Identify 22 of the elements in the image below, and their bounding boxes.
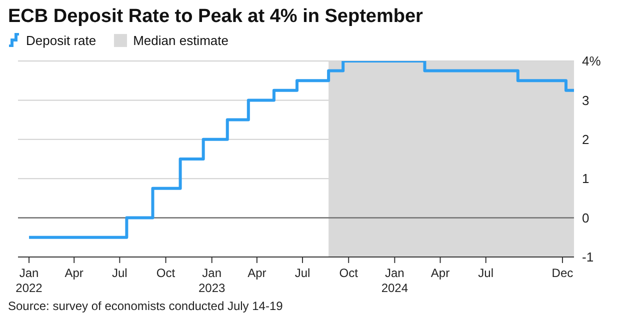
x-tick-label: Jul: [478, 266, 494, 280]
x-tick-label: Apr: [64, 266, 84, 280]
x-tick-label: Jul: [294, 266, 310, 280]
x-tick-label: Apr: [430, 266, 450, 280]
x-tick-label: Oct: [156, 266, 176, 280]
x-tick-label: Jan 2022: [16, 266, 43, 295]
x-tick-label: Oct: [339, 266, 359, 280]
y-tick-label: 0: [582, 210, 590, 226]
y-tick-label: 4%: [582, 54, 602, 69]
legend-label: Deposit rate: [25, 32, 96, 48]
source-note: Source: survey of economists conducted July 14-19: [8, 299, 284, 313]
x-tick-label: Jan 2023: [198, 266, 226, 295]
chart-title: ECB Deposit Rate to Peak at 4% in September: [8, 6, 424, 28]
x-tick-label: Jan 2024: [381, 266, 408, 295]
legend-label: Median estimate: [132, 32, 228, 48]
y-tick-label: 2: [582, 132, 590, 148]
x-tick-label: Dec: [552, 266, 574, 280]
y-tick-label: 3: [582, 92, 590, 108]
y-tick-label: -1: [582, 250, 594, 265]
x-tick-label: Jul: [112, 266, 128, 280]
x-tick-label: Apr: [248, 266, 266, 280]
y-tick-label: 1: [582, 171, 590, 186]
